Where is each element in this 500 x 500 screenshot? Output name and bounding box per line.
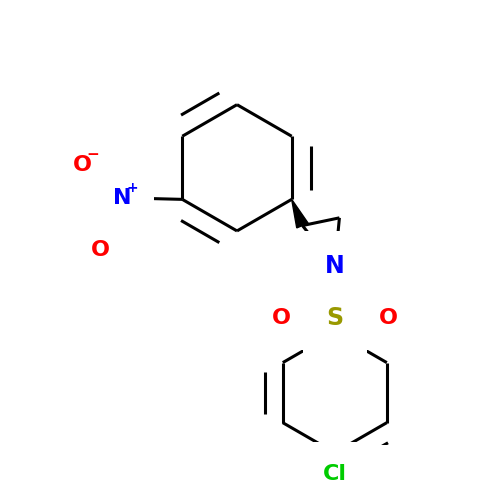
- Text: +: +: [126, 181, 138, 195]
- Text: O: O: [379, 308, 398, 328]
- Polygon shape: [292, 200, 308, 228]
- Text: O: O: [72, 156, 92, 176]
- Text: N: N: [113, 188, 132, 208]
- Text: −: −: [86, 147, 100, 162]
- Text: S: S: [326, 306, 344, 330]
- Text: Cl: Cl: [323, 464, 347, 484]
- Text: O: O: [91, 240, 110, 260]
- Text: N: N: [325, 254, 344, 278]
- Text: O: O: [272, 308, 290, 328]
